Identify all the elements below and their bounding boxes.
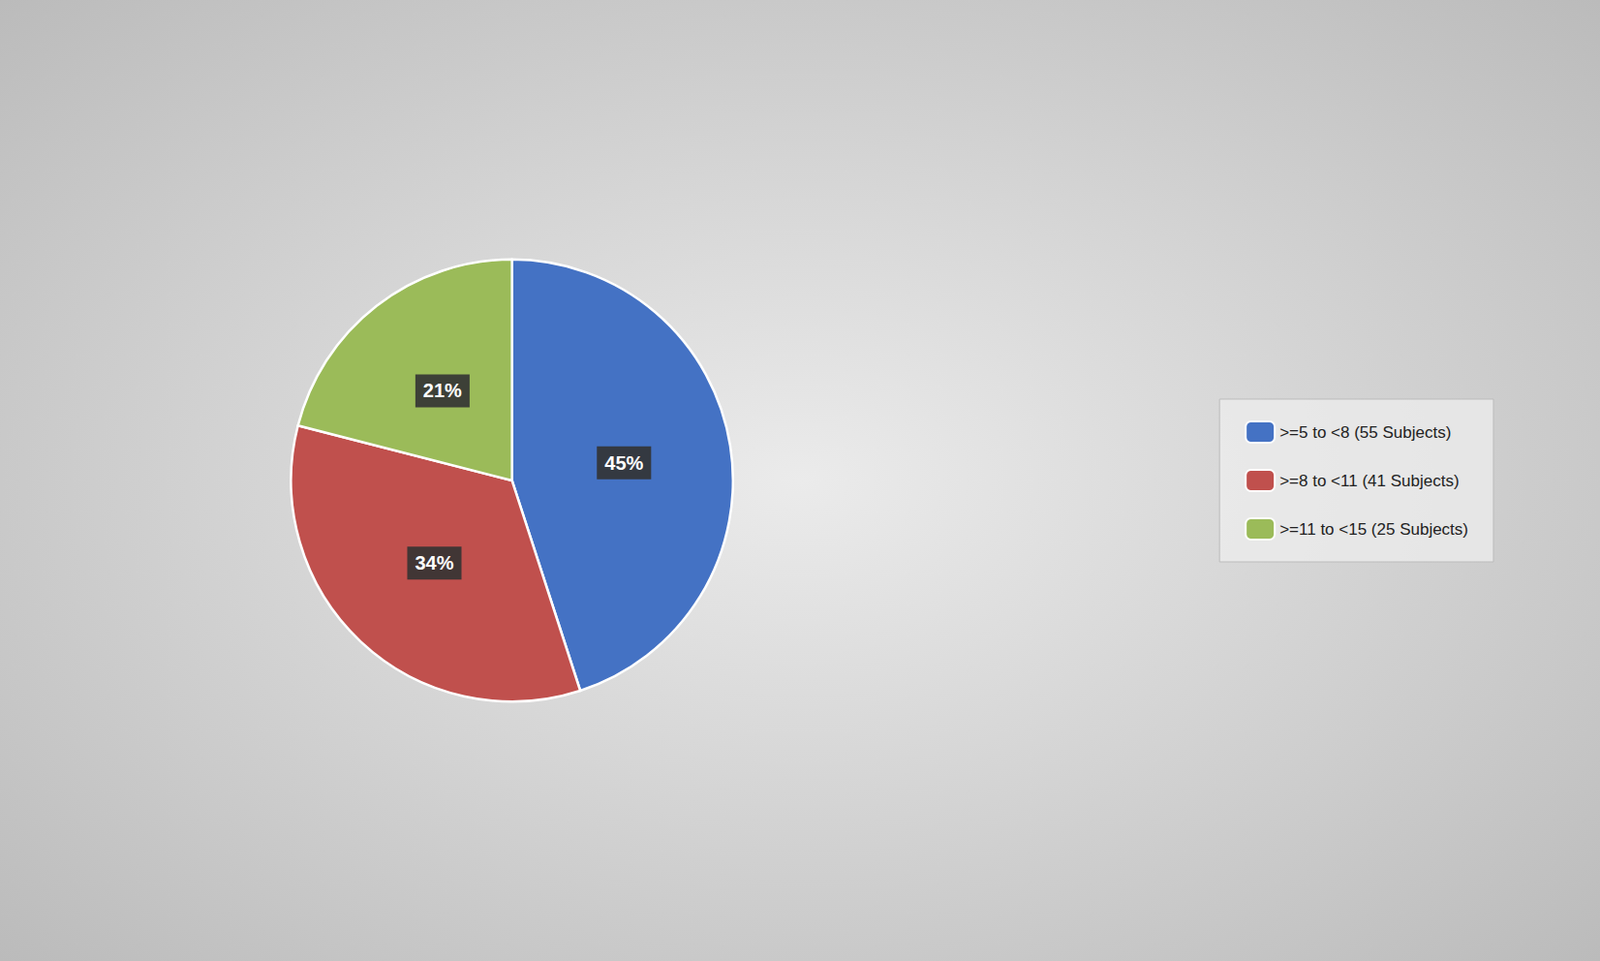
svg-text:21%: 21% [423, 379, 462, 401]
svg-text:34%: 34% [414, 552, 454, 574]
svg-text:>=5 to <8 (55 Subjects): >=5 to <8 (55 Subjects) [1279, 423, 1451, 442]
svg-text:45%: 45% [604, 452, 644, 474]
svg-text:>=8 to <11 (41 Subjects): >=8 to <11 (41 Subjects) [1279, 471, 1459, 491]
svg-text:>=11 to <15 (25 Subjects): >=11 to <15 (25 Subjects) [1279, 520, 1469, 539]
